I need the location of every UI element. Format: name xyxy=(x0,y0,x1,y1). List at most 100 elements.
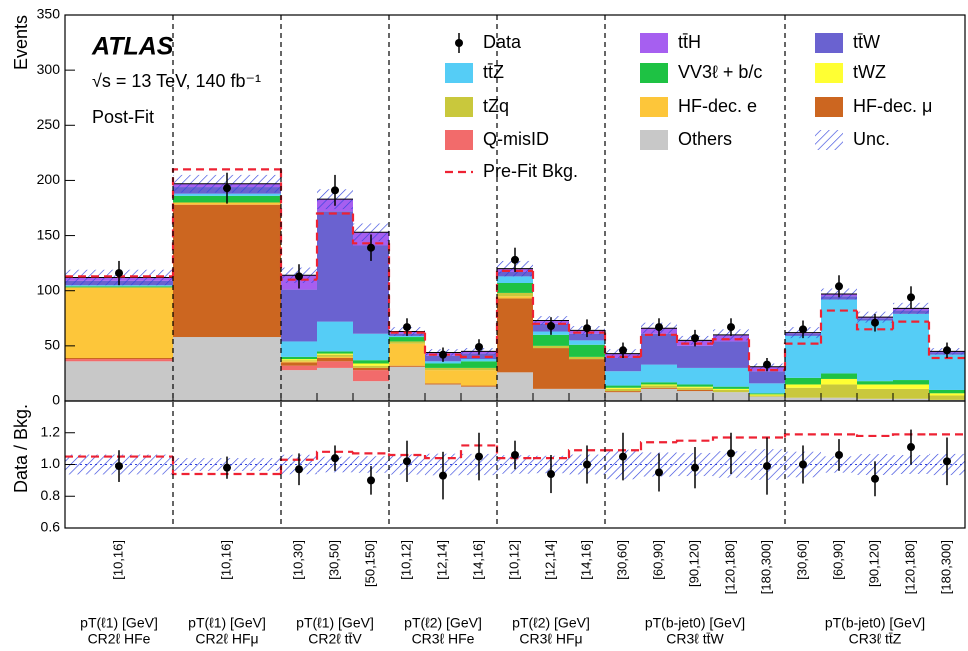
stack-segment xyxy=(929,389,965,394)
ratio-uncertainty-band xyxy=(353,456,389,473)
data-point xyxy=(583,324,591,333)
stack-segment xyxy=(65,285,173,287)
legend-symbol xyxy=(815,63,843,83)
stack-segment xyxy=(641,364,677,383)
stack-segment xyxy=(749,383,785,394)
data-point xyxy=(547,322,555,331)
data-point xyxy=(655,323,663,332)
data-point xyxy=(799,325,807,334)
stack-segment xyxy=(353,370,389,382)
stack-segment xyxy=(641,385,677,388)
y-axis-label: Events xyxy=(11,15,31,70)
x-tick-label: [30,50] xyxy=(326,540,341,580)
region-name-label: CR3ℓ HFe xyxy=(412,631,475,647)
stack-segment xyxy=(641,382,677,385)
stack-segment xyxy=(353,381,389,401)
region-name-label: CR3ℓ tt̄W xyxy=(666,631,724,647)
data-point xyxy=(691,334,699,343)
ratio-point xyxy=(907,443,915,452)
stack-segment xyxy=(677,386,713,388)
ratio-point xyxy=(295,465,303,474)
fit-label: Post-Fit xyxy=(92,107,154,127)
stack-segment xyxy=(929,395,965,400)
stack-segment xyxy=(281,361,317,363)
stack-segment xyxy=(353,360,389,364)
legend-label: Q-misID xyxy=(483,129,549,149)
ratio-point xyxy=(871,474,879,483)
stack-segment xyxy=(317,356,353,358)
stack-segment xyxy=(497,298,533,373)
stack-segment xyxy=(281,289,317,342)
stack-segment xyxy=(65,357,173,360)
legend-symbol xyxy=(640,33,668,53)
stack-segment xyxy=(281,370,317,401)
stack-segment xyxy=(317,367,353,401)
prefit-line xyxy=(279,169,317,281)
ratio-point xyxy=(547,470,555,479)
legend-label: tt̄Z xyxy=(483,62,504,82)
stack-segment xyxy=(929,393,965,396)
stack-segment xyxy=(821,384,857,398)
stack-segment xyxy=(317,211,353,322)
x-tick-label: [180,300] xyxy=(758,540,773,594)
stack-segment xyxy=(65,286,173,288)
stack-segment xyxy=(605,357,641,372)
prefit-line xyxy=(531,270,569,325)
region-name-label: CR3ℓ tt̄Z xyxy=(849,631,902,647)
region-variable-label: pT(ℓ2) [GeV] xyxy=(512,615,590,631)
prefit-line xyxy=(459,354,497,358)
stack-segment xyxy=(497,372,533,401)
stack-segment xyxy=(65,359,173,362)
legend-symbol xyxy=(445,63,473,83)
data-point xyxy=(619,346,627,355)
stack-segment xyxy=(641,384,677,386)
stack-segment xyxy=(749,393,785,395)
stack-segment xyxy=(389,335,425,338)
data-point xyxy=(907,293,915,302)
stack-segment xyxy=(713,367,749,387)
ratio-point xyxy=(763,462,771,471)
stack-segment xyxy=(281,356,317,360)
x-tick-label: [10,12] xyxy=(398,540,413,580)
stack-segment xyxy=(749,395,785,397)
region-variable-label: pT(b-jet0) [GeV] xyxy=(825,615,925,631)
stack-segment xyxy=(893,380,929,385)
stack-segment xyxy=(65,361,173,401)
y-tick-label: 50 xyxy=(44,337,60,353)
legend: Data tt̄Z tZq Q-misID Pre-Fit Bkg. tt̄H VV3ℓ +… xyxy=(445,32,932,181)
ratio-point xyxy=(943,457,951,466)
stack-segment xyxy=(857,384,893,389)
ratio-prefit-line xyxy=(675,439,713,443)
ratio-point xyxy=(115,462,123,471)
stack-segment xyxy=(641,333,677,365)
x-tick-label: [120,180] xyxy=(722,540,737,594)
stack-segment xyxy=(389,341,425,344)
prefit-line xyxy=(423,332,461,356)
region-variable-label: pT(ℓ1) [GeV] xyxy=(80,615,158,631)
y-tick-label: 300 xyxy=(37,61,61,77)
x-tick-label: [90,120] xyxy=(686,540,701,587)
prefit-line xyxy=(747,339,785,372)
x-tick-label: [60,90] xyxy=(830,540,845,580)
ratio-point xyxy=(727,449,735,458)
region-variable-label: pT(ℓ2) [GeV] xyxy=(404,615,482,631)
y-tick-label: 250 xyxy=(37,116,61,132)
legend-symbol xyxy=(815,130,843,150)
stack-segment xyxy=(605,388,641,392)
stack-segment xyxy=(461,359,497,362)
stack-segment xyxy=(857,398,893,401)
stack-segment xyxy=(821,373,857,379)
ratio-y-axis-label: Data / Bkg. xyxy=(11,404,31,493)
data-point xyxy=(511,255,519,264)
x-tick-label: [120,180] xyxy=(902,540,917,594)
data-point xyxy=(295,272,303,281)
x-tick-label: [60,90] xyxy=(650,540,665,580)
stack-segment xyxy=(173,337,281,401)
legend-symbol xyxy=(815,97,843,117)
stack-segment xyxy=(677,391,713,401)
data-point xyxy=(727,323,735,332)
stack-segment xyxy=(821,397,857,401)
stack-segment xyxy=(461,386,497,401)
stack-segment xyxy=(677,345,713,368)
stack-segment xyxy=(713,388,749,390)
